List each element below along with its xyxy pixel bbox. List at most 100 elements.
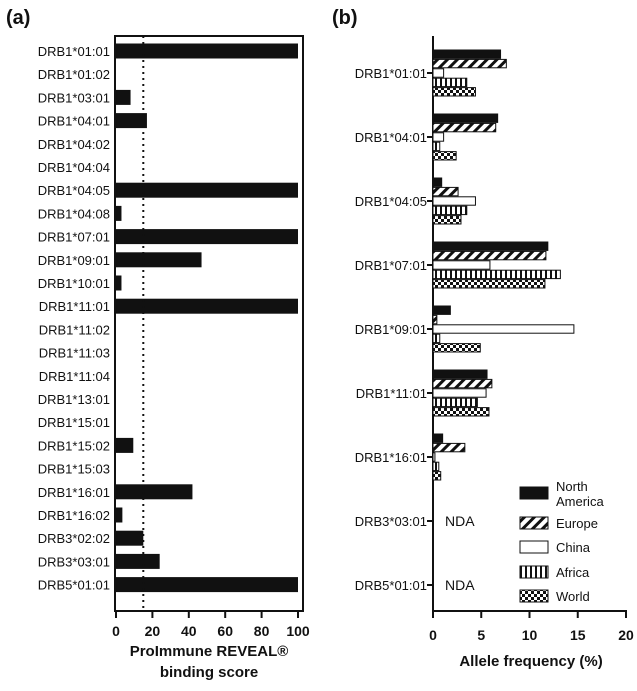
- b-bar-drb1-04-01-europe: [432, 122, 497, 133]
- b-bar-drb1-07-01-world: [432, 279, 546, 289]
- b-bar-drb1-01-01-north-america: [432, 49, 502, 59]
- a-category-label-drb1-16-01: DRB1*16:01: [38, 485, 110, 500]
- a-category-label-drb1-15-02: DRB1*15:02: [38, 438, 110, 453]
- a-category-label-drb3-02-02: DRB3*02:02: [38, 531, 110, 546]
- a-category-label-drb1-10-01: DRB1*10:01: [38, 276, 110, 291]
- b-category-label-drb1-04-05: DRB1*04:05: [355, 194, 427, 209]
- b-xtick-label-5: 5: [477, 627, 485, 643]
- a-category-label-drb1-16-02: DRB1*16:02: [38, 508, 110, 523]
- legend-item-europe: Europe: [519, 516, 598, 531]
- b-xtick-label-20: 20: [618, 627, 634, 643]
- legend-swatch-north-america: [519, 486, 549, 500]
- a-bar-drb1-16-01: [116, 484, 193, 500]
- b-category-label-drb1-11-01: DRB1*11:01: [356, 386, 427, 401]
- a-xtick-label-0: 0: [112, 623, 120, 639]
- a-xtick-label-40: 40: [181, 623, 197, 639]
- panel-b-letter: (b): [332, 7, 358, 29]
- b-bar-drb1-11-01-world: [432, 407, 490, 417]
- b-bar-drb1-07-01-north-america: [432, 241, 549, 251]
- b-bar-drb1-11-01-north-america: [432, 369, 488, 379]
- a-category-label-drb1-04-04: DRB1*04:04: [38, 160, 110, 175]
- b-bar-drb1-11-01-china: [432, 388, 487, 398]
- b-bar-drb1-16-01-europe: [432, 442, 466, 453]
- a-category-label-drb1-11-03: DRB1*11:03: [39, 346, 110, 361]
- a-bar-drb1-03-01: [116, 89, 131, 105]
- legend: North America Europe China Africa World: [519, 479, 604, 604]
- b-bar-drb1-01-01-world: [432, 87, 476, 97]
- a-category-label-drb1-15-01: DRB1*15:01: [38, 415, 110, 430]
- a-bar-drb1-16-02: [116, 507, 123, 523]
- a-bar-drb1-15-02: [116, 437, 134, 453]
- a-category-label-drb5-01-01: DRB5*01:01: [38, 578, 110, 593]
- a-category-label-drb1-11-01: DRB1*11:01: [39, 299, 110, 314]
- b-category-label-drb3-03-01: DRB3*03:01: [355, 514, 427, 529]
- a-category-label-drb1-13-01: DRB1*13:01: [38, 392, 110, 407]
- b-bar-drb1-16-01-world: [432, 471, 442, 481]
- a-category-label-drb3-03-01: DRB3*03:01: [38, 554, 110, 569]
- b-bar-drb1-01-01-africa: [432, 77, 468, 88]
- b-bar-drb1-09-01-north-america: [432, 305, 451, 315]
- panel-a-letter: (a): [6, 7, 30, 29]
- panel-a-plot-frame: [114, 35, 304, 612]
- b-bar-drb1-07-01-china: [432, 260, 491, 270]
- b-bar-drb1-04-01-north-america: [432, 113, 499, 123]
- a-bar-drb1-10-01: [116, 275, 122, 291]
- b-category-label-drb5-01-01: DRB5*01:01: [355, 578, 427, 593]
- a-category-label-drb1-11-04: DRB1*11:04: [39, 369, 110, 384]
- legend-item-africa: Africa: [519, 565, 590, 580]
- legend-swatch-europe: [519, 516, 549, 530]
- legend-item-world: World: [519, 589, 590, 604]
- b-bar-drb1-16-01-north-america: [432, 433, 444, 443]
- b-bar-drb1-01-01-china: [432, 68, 445, 78]
- panel-b-chart: DRB1*01:01 DRB1*04:01 DRB1*04:05 DRB1*07:01…: [355, 36, 634, 670]
- a-category-label-drb1-07-01: DRB1*07:01: [38, 230, 110, 245]
- a-bar-drb1-01-01: [116, 43, 298, 59]
- b-bar-drb1-07-01-africa: [432, 269, 561, 280]
- a-bar-drb1-04-08: [116, 205, 122, 221]
- legend-label-world: World: [556, 589, 590, 604]
- b-bar-drb1-04-05-europe: [432, 186, 459, 197]
- a-bar-drb1-04-01: [116, 113, 147, 129]
- panel-b-xlabel: Allele frequency (%): [459, 653, 602, 670]
- b-xtick-label-10: 10: [522, 627, 538, 643]
- b-bar-drb1-04-01-world: [432, 151, 457, 161]
- b-annotation-drb5-01-01: NDA: [445, 577, 475, 593]
- b-bar-drb1-04-05-africa: [432, 205, 468, 216]
- b-bar-drb1-16-01-china: [432, 452, 436, 462]
- a-bar-drb1-07-01: [116, 229, 298, 245]
- legend-label-africa: Africa: [556, 565, 590, 580]
- b-bar-drb1-11-01-africa: [432, 397, 478, 408]
- a-category-label-drb1-15-03: DRB1*15:03: [38, 462, 110, 477]
- b-bar-drb1-09-01-world: [432, 343, 481, 353]
- b-bar-drb1-09-01-europe: [432, 314, 438, 325]
- b-xtick-label-0: 0: [429, 627, 437, 643]
- b-category-label-drb1-16-01: DRB1*16:01: [355, 450, 427, 465]
- a-bar-drb1-09-01: [116, 252, 202, 268]
- a-category-label-drb1-04-08: DRB1*04:08: [38, 206, 110, 221]
- a-category-label-drb1-01-01: DRB1*01:01: [38, 44, 110, 59]
- b-category-label-drb1-07-01: DRB1*07:01: [355, 258, 427, 273]
- a-bar-drb3-02-02: [116, 530, 144, 546]
- a-bar-drb1-04-05: [116, 182, 298, 198]
- b-bar-drb1-11-01-europe: [432, 378, 493, 389]
- b-bar-drb1-01-01-europe: [432, 58, 507, 69]
- a-xtick-label-20: 20: [145, 623, 161, 639]
- b-bar-drb1-04-05-china: [432, 196, 476, 206]
- a-xtick-label-60: 60: [217, 623, 233, 639]
- panel-a-chart: DRB1*01:01 DRB1*01:02 DRB1*03:01 DRB1*04:01…: [38, 35, 310, 681]
- a-category-label-drb1-03-01: DRB1*03:01: [38, 90, 110, 105]
- legend-swatch-world: [519, 589, 549, 603]
- a-category-label-drb1-01-02: DRB1*01:02: [38, 67, 110, 82]
- a-category-label-drb1-09-01: DRB1*09:01: [38, 253, 110, 268]
- panel-a-xlabel-line2: binding score: [160, 664, 258, 681]
- b-bar-drb1-16-01-africa: [432, 461, 440, 472]
- b-bar-drb1-04-01-africa: [432, 141, 441, 152]
- a-xtick-label-80: 80: [254, 623, 270, 639]
- b-annotation-drb3-03-01: NDA: [445, 513, 475, 529]
- a-xtick-label-100: 100: [286, 623, 310, 639]
- b-bar-drb1-04-05-north-america: [432, 177, 443, 187]
- b-bar-drb1-09-01-africa: [432, 333, 441, 344]
- b-category-label-drb1-09-01: DRB1*09:01: [355, 322, 427, 337]
- legend-label-china: China: [556, 540, 591, 555]
